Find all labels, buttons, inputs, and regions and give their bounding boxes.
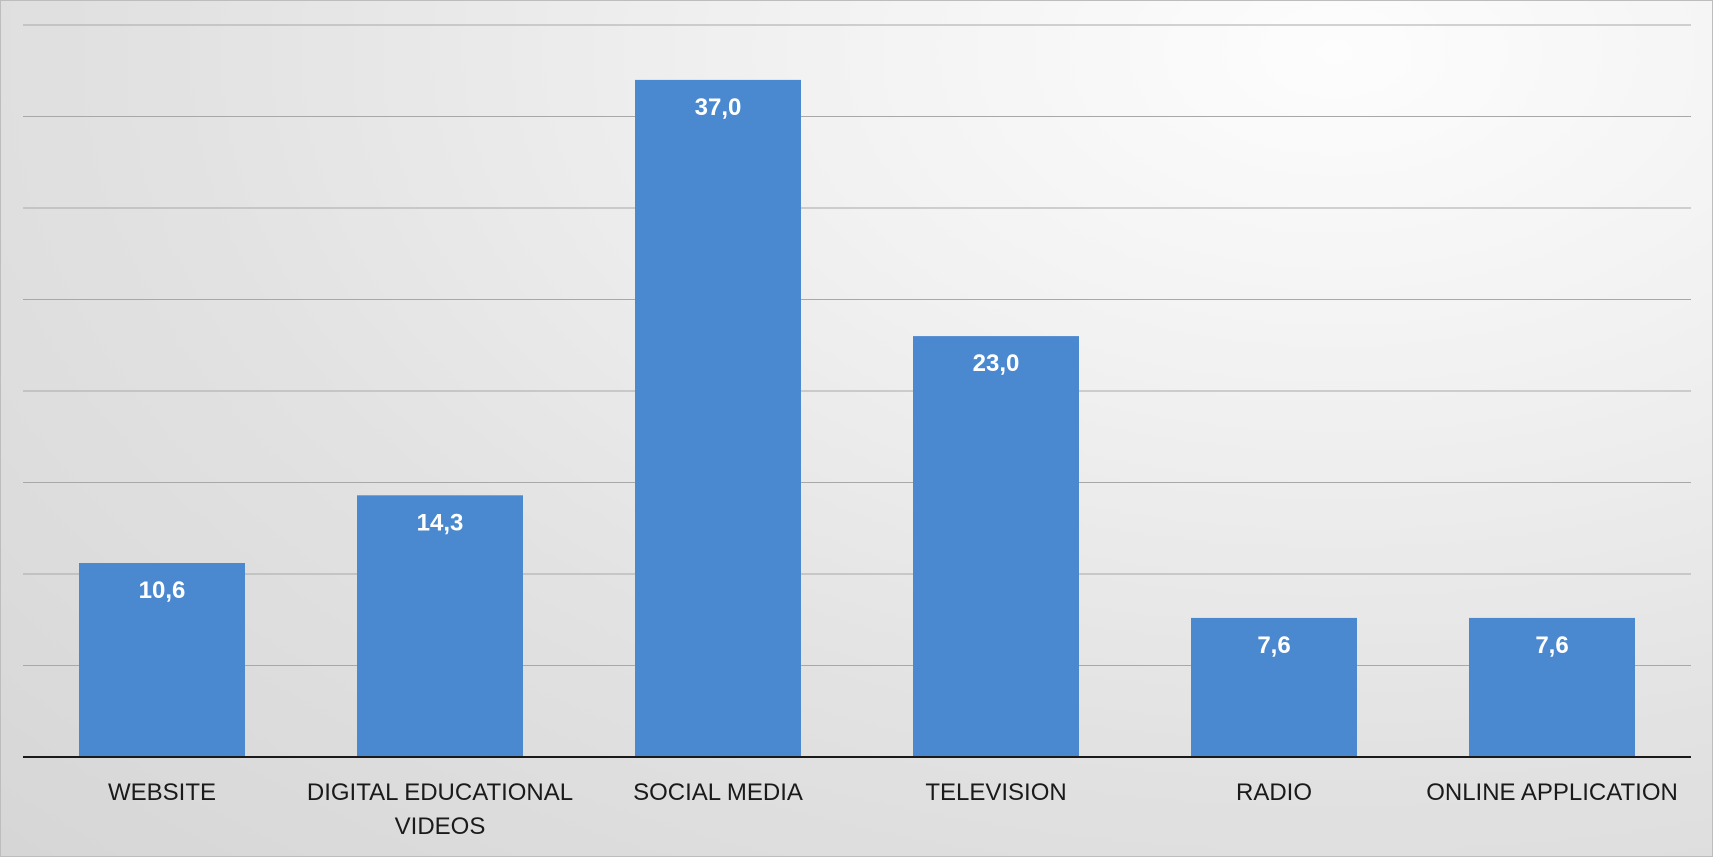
- bar: [79, 563, 245, 757]
- data-label: 7,6: [1535, 632, 1568, 659]
- bar: [913, 336, 1079, 757]
- category-label-line: TELEVISION: [925, 779, 1066, 806]
- bar: [1191, 617, 1357, 757]
- category-label-line: DIGITAL EDUCATIONAL: [307, 779, 573, 806]
- data-label: 7,6: [1257, 632, 1290, 659]
- category-label: WEBSITE: [108, 779, 216, 806]
- category-label: ONLINE APPLICATION: [1426, 779, 1678, 806]
- category-label: RADIO: [1236, 779, 1312, 806]
- data-label: 14,3: [417, 509, 464, 536]
- category-label-line: VIDEOS: [395, 813, 486, 840]
- data-labels: 10,6 14,3 37,0 23,0 7,6 7,6: [139, 94, 1569, 659]
- category-label-line: RADIO: [1236, 779, 1312, 806]
- category-label: SOCIAL MEDIA: [633, 779, 803, 806]
- category-label-line: ONLINE APPLICATION: [1426, 779, 1678, 806]
- category-label: DIGITAL EDUCATIONAL VIDEOS: [307, 779, 573, 840]
- data-label: 23,0: [973, 350, 1020, 377]
- category-labels: WEBSITE DIGITAL EDUCATIONAL VIDEOS SOCIAL M…: [108, 779, 1678, 840]
- bar: [635, 79, 801, 757]
- gridlines: [23, 24, 1691, 666]
- category-label-line: WEBSITE: [108, 779, 216, 806]
- data-label: 10,6: [139, 577, 186, 604]
- bars: [79, 79, 1635, 757]
- bar: [1469, 617, 1635, 757]
- category-label-line: SOCIAL MEDIA: [633, 779, 803, 806]
- category-label: TELEVISION: [925, 779, 1066, 806]
- data-label: 37,0: [695, 94, 742, 121]
- bar: [357, 495, 523, 757]
